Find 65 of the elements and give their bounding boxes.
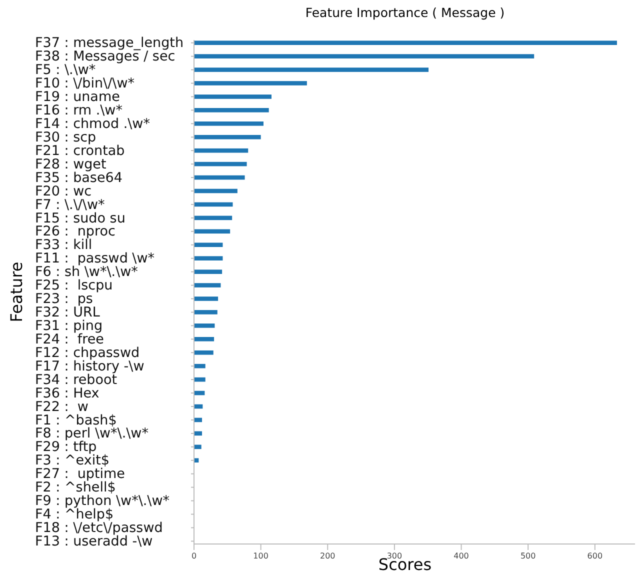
bar: [194, 202, 233, 207]
y-tick-label: F5 : \.\w*: [35, 62, 96, 78]
bar: [194, 310, 218, 314]
y-tick-label: F33 : kill: [35, 237, 92, 254]
bar: [194, 242, 223, 248]
y-tick-label: F22 : w: [35, 398, 88, 415]
x-tick-label: 600: [587, 552, 603, 561]
bar: [194, 188, 238, 194]
y-tick-label: F4 : ^help$: [35, 506, 114, 523]
y-tick-label: F10 : \/bin\/\w*: [35, 76, 135, 92]
y-tick-label: F21 : crontab: [35, 142, 125, 159]
y-tick-label: F9 : python \w*\.\w*: [35, 493, 170, 510]
bar: [194, 229, 230, 234]
y-tick-label: F7 : \.\/\w*: [35, 196, 106, 213]
bar: [194, 296, 218, 301]
bar: [194, 444, 202, 450]
y-tick-label: F3 : ^exit$: [35, 452, 110, 469]
bar: [194, 256, 223, 260]
y-tick-label: F36 : Hex: [35, 385, 100, 402]
y-tick-label: F2 : ^shell$: [35, 480, 116, 496]
bar: [194, 148, 248, 153]
y-tick-label: F28 : wget: [35, 156, 106, 172]
x-tick-label: 500: [520, 552, 536, 561]
bar: [194, 216, 232, 220]
x-tick-label: 100: [253, 552, 268, 561]
bar: [194, 364, 206, 368]
y-tick-label: F8 : perl \w*\.\w*: [35, 426, 149, 442]
bar: [194, 94, 272, 99]
y-tick-label: F25 : lscpu: [35, 278, 113, 294]
y-tick-label: F17 : history -\w: [35, 358, 144, 374]
bar: [194, 108, 269, 112]
y-tick-label: F1 : ^bash$: [35, 412, 117, 428]
bar: [194, 283, 221, 288]
y-axis-title: Feature: [7, 262, 26, 322]
y-tick-label: F37 : message_length: [35, 35, 184, 52]
y-tick-label: F30 : scp: [35, 129, 96, 146]
bar: [194, 162, 247, 166]
bar: [194, 324, 215, 328]
y-tick-label: F12 : chpasswd: [35, 344, 140, 361]
x-tick-label: 300: [386, 552, 402, 561]
y-tick-label: F14 : chmod .\w*: [35, 116, 150, 132]
y-tick-label: F29 : tftp: [35, 439, 97, 456]
bar: [194, 350, 214, 355]
chart-title: Feature Importance ( Message ): [305, 5, 505, 20]
bar: [194, 81, 307, 86]
bar: [194, 175, 245, 180]
y-tick-label: F26 : nproc: [35, 224, 116, 240]
bar: [194, 121, 264, 126]
bar: [194, 40, 617, 45]
y-tick-label: F23 : ps: [35, 291, 93, 308]
x-tick-label: 400: [454, 552, 469, 561]
y-tick-label: F11 : passwd \w*: [35, 250, 155, 267]
bar: [194, 134, 261, 140]
bar: [194, 68, 429, 72]
y-tick-label: F18 : \/etc\/passwd: [35, 520, 163, 536]
bar: [194, 54, 534, 58]
bar: [194, 336, 214, 342]
y-tick-label: F20 : wc: [35, 183, 92, 200]
y-tick-label: F6 : sh \w*\.\w*: [35, 264, 138, 280]
y-tick-label: F27 : uptime: [35, 466, 125, 482]
x-tick-label: 200: [320, 552, 336, 561]
bar: [194, 270, 222, 274]
bar: [194, 377, 206, 382]
y-tick-label: F15 : sudo su: [35, 210, 126, 226]
x-tick-label: 0: [191, 552, 197, 561]
